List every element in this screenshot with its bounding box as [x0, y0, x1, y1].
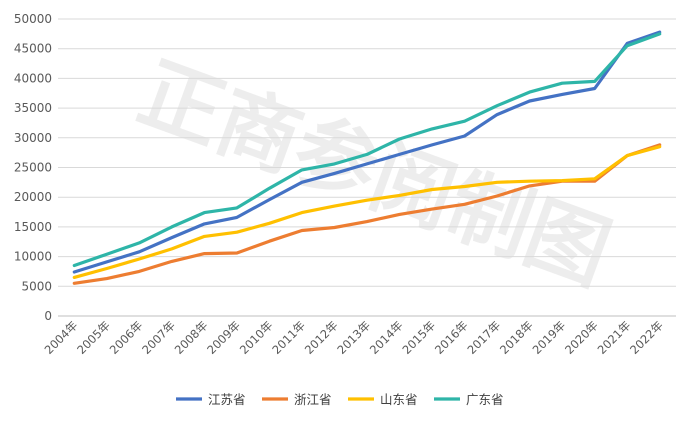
x-tick-label: 2012年: [302, 318, 341, 357]
x-tick-label: 2013年: [334, 318, 373, 357]
x-tick-label: 2017年: [464, 318, 503, 357]
x-tick-label: 2019年: [530, 318, 569, 357]
x-tick-label: 2021年: [595, 318, 634, 357]
series-lines: [72, 30, 662, 285]
y-tick-label: 15000: [14, 220, 52, 234]
x-tick-label: 2022年: [627, 318, 666, 357]
x-axis-ticks: 2004年2005年2006年2007年2008年2009年2010年2011年…: [42, 318, 666, 357]
x-tick-label: 2006年: [107, 318, 146, 357]
y-tick-label: 25000: [14, 161, 52, 175]
series-line-3: [72, 32, 662, 268]
series-line-0: [72, 30, 662, 274]
y-tick-label: 45000: [14, 42, 52, 56]
x-tick-label: 2020年: [562, 318, 601, 357]
legend-label: 广东省: [466, 392, 504, 407]
x-tick-label: 2011年: [269, 318, 308, 357]
legend-label: 山东省: [380, 392, 418, 407]
x-tick-label: 2005年: [74, 318, 113, 357]
x-tick-label: 2018年: [497, 318, 536, 357]
legend: 江苏省 浙江省 山东省 广东省: [176, 392, 504, 407]
y-tick-label: 35000: [14, 101, 52, 115]
y-tick-label: 0: [44, 309, 52, 323]
legend-label: 浙江省: [294, 392, 332, 407]
gridlines: [58, 18, 676, 317]
y-tick-label: 20000: [14, 190, 52, 204]
y-tick-label: 5000: [21, 279, 52, 293]
x-tick-label: 2015年: [399, 318, 438, 357]
watermark: 正商参阅制图: [127, 45, 622, 303]
y-tick-label: 10000: [14, 250, 52, 264]
y-tick-label: 40000: [14, 71, 52, 85]
x-tick-label: 2008年: [172, 318, 211, 357]
x-tick-label: 2016年: [432, 318, 471, 357]
x-tick-label: 2009年: [204, 318, 243, 357]
y-tick-label: 50000: [14, 12, 52, 26]
series-line-2: [72, 145, 662, 279]
x-tick-label: 2004年: [42, 318, 81, 357]
legend-label: 江苏省: [208, 392, 246, 407]
x-tick-label: 2007年: [139, 318, 178, 357]
x-tick-label: 2010年: [237, 318, 276, 357]
y-axis-ticks: 0 5000 10000 15000 20000 25000 30000 35000 40000…: [14, 12, 52, 323]
x-tick-label: 2014年: [367, 318, 406, 357]
y-tick-label: 30000: [14, 131, 52, 145]
